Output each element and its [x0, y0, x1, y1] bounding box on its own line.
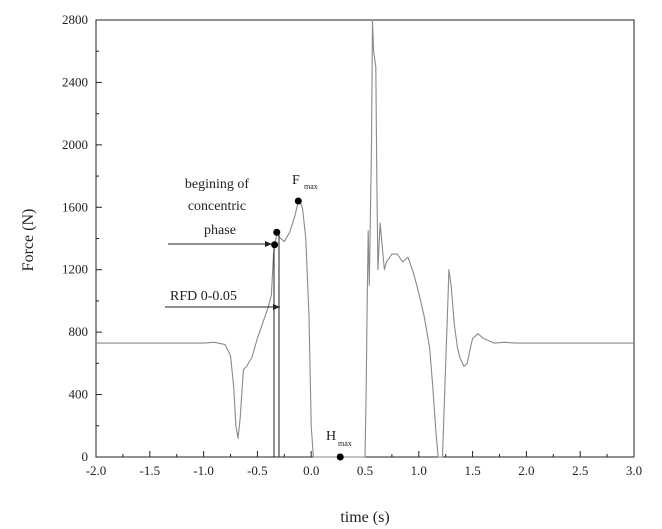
- y-tick-label: 2800: [62, 12, 88, 27]
- annotation-lines: [165, 232, 280, 457]
- annotation-fmax: F: [292, 173, 300, 188]
- x-tick-label: 3.0: [626, 463, 642, 478]
- rfd-arrowhead: [273, 304, 280, 310]
- data-marker: [273, 228, 281, 236]
- series-layer: [96, 19, 634, 458]
- data-marker: [294, 197, 302, 205]
- y-tick-label: 400: [69, 387, 89, 402]
- x-tick-label: -1.5: [140, 463, 161, 478]
- y-tick-label: 0: [82, 449, 89, 464]
- y-axis-title: Force (N): [20, 209, 37, 272]
- annotation-begin-line1: begining of: [185, 177, 249, 192]
- series-line: [96, 19, 634, 458]
- y-tick-label: 1200: [62, 262, 88, 277]
- plot-border: [95, 19, 635, 458]
- y-axis: 0 400 800 1200 1600 2000 2400 2800: [62, 12, 102, 464]
- annotation-hmax-sub: max: [338, 439, 352, 448]
- y-tick-label: 1600: [62, 199, 88, 214]
- annotation-rfd: RFD 0-0.05: [170, 289, 237, 304]
- markers-layer: [271, 197, 344, 461]
- x-tick-label: -0.5: [247, 463, 268, 478]
- data-marker: [336, 453, 344, 461]
- begin-phase-arrowhead: [265, 241, 272, 247]
- y-tick-label: 2400: [62, 74, 88, 89]
- x-tick-label: 0.5: [357, 463, 373, 478]
- x-tick-label: -1.0: [193, 463, 214, 478]
- x-tick-label: 1.0: [411, 463, 427, 478]
- x-axis: -2.0 -1.5 -1.0 -0.5 0.0 0.5 1.0 1.5 2.0 2.5 3.0: [86, 451, 642, 478]
- y-tick-label: 800: [69, 324, 89, 339]
- annotation-hmax: H: [326, 429, 336, 444]
- data-marker: [271, 241, 279, 249]
- x-tick-label: 0.0: [303, 463, 319, 478]
- x-tick-label: 2.5: [572, 463, 588, 478]
- plot-frame: [95, 19, 635, 458]
- y-tick-label: 2000: [62, 137, 88, 152]
- x-tick-label: 1.5: [464, 463, 480, 478]
- annotation-begin-line3: phase: [204, 223, 236, 238]
- annotation-begin-line2: concentric: [188, 199, 246, 214]
- annotation-fmax-sub: max: [304, 182, 318, 191]
- x-tick-label: 2.0: [518, 463, 534, 478]
- x-axis-title: time (s): [340, 509, 389, 526]
- x-tick-label: -2.0: [86, 463, 107, 478]
